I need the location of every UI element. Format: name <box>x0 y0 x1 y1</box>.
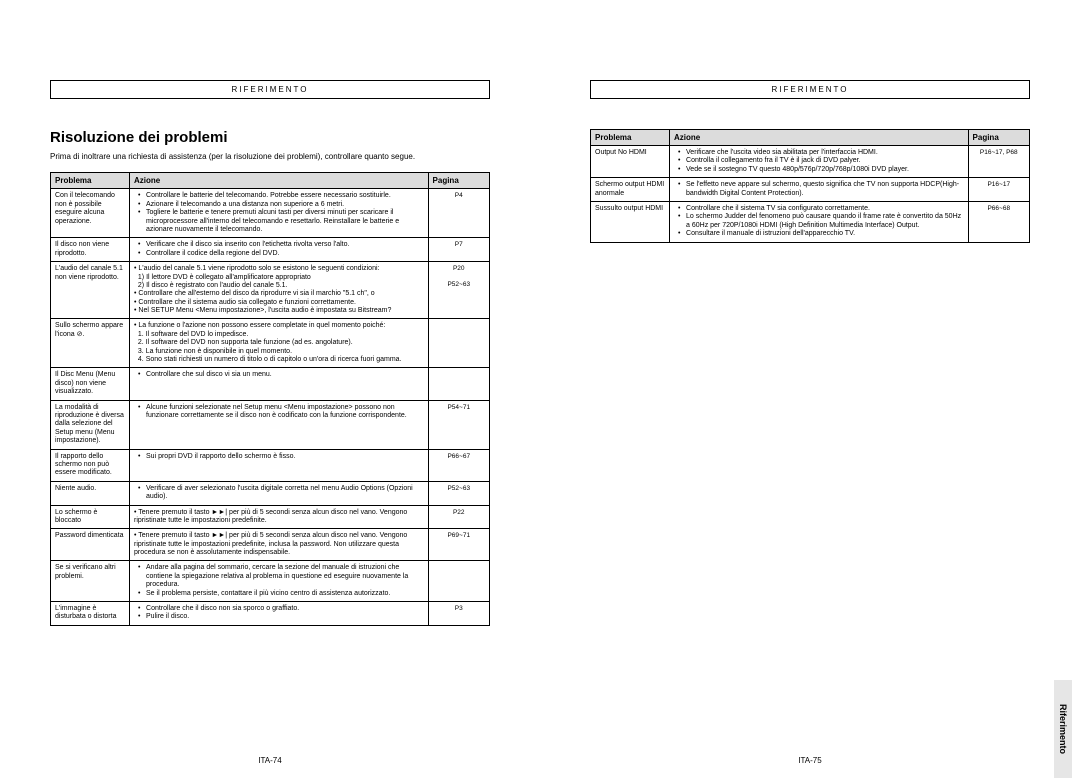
table-row: Password dimenticata• Tenere premuto il … <box>51 529 490 561</box>
cell-problema: Schermo output HDMI anormale <box>591 178 670 202</box>
header-box-left: RIFERIMENTO <box>50 80 490 99</box>
cell-pagina <box>428 319 489 368</box>
col-header-problema: Problema <box>51 173 130 189</box>
table-row: L'immagine è disturbata o distortaContro… <box>51 602 490 626</box>
cell-pagina: P22 <box>428 505 489 529</box>
cell-azione: • L'audio del canale 5.1 viene riprodott… <box>130 262 429 319</box>
cell-azione: • Tenere premuto il tasto ►►| per più di… <box>130 529 429 561</box>
table-row: L'audio del canale 5.1 non viene riprodo… <box>51 262 490 319</box>
cell-azione: Controllare le batterie del telecomando.… <box>130 189 429 238</box>
cell-problema: Con il telecomando non è possibile esegu… <box>51 189 130 238</box>
cell-pagina: P66~67 <box>428 449 489 481</box>
table-row: Lo schermo è bloccato• Tenere premuto il… <box>51 505 490 529</box>
cell-azione: • La funzione o l'azione non possono ess… <box>130 319 429 368</box>
cell-pagina: P16~17, P68 <box>968 146 1029 178</box>
table-row: Sullo schermo appare l'icona ⊘.• La funz… <box>51 319 490 368</box>
cell-problema: Password dimenticata <box>51 529 130 561</box>
cell-pagina: P66~68 <box>968 201 1029 242</box>
cell-problema: L'audio del canale 5.1 non viene riprodo… <box>51 262 130 319</box>
col-header-problema: Problema <box>591 130 670 146</box>
table-row: Il rapporto dello schermo non può essere… <box>51 449 490 481</box>
cell-pagina: P54~71 <box>428 400 489 449</box>
table-row: Output No HDMIVerificare che l'uscita vi… <box>591 146 1030 178</box>
cell-azione: Andare alla pagina del sommario, cercare… <box>130 561 429 602</box>
table-row: Schermo output HDMI anormaleSe l'effetto… <box>591 178 1030 202</box>
cell-pagina: P3 <box>428 602 489 626</box>
page-left: RIFERIMENTO Risoluzione dei problemi Pri… <box>0 0 540 783</box>
page-right: RIFERIMENTO Problema Azione Pagina Outpu… <box>540 0 1080 783</box>
table-row: Con il telecomando non è possibile esegu… <box>51 189 490 238</box>
cell-problema: Lo schermo è bloccato <box>51 505 130 529</box>
side-tab: Riferimento <box>1054 680 1072 778</box>
cell-azione: • Tenere premuto il tasto ►►| per più di… <box>130 505 429 529</box>
col-header-azione: Azione <box>670 130 969 146</box>
cell-problema: Il Disc Menu (Menu disco) non viene visu… <box>51 368 130 400</box>
col-header-pagina: Pagina <box>428 173 489 189</box>
cell-pagina: P16~17 <box>968 178 1029 202</box>
cell-pagina <box>428 368 489 400</box>
cell-problema: Il disco non viene riprodotto. <box>51 238 130 262</box>
cell-azione: Controllare che il disco non sia sporco … <box>130 602 429 626</box>
cell-pagina: P7 <box>428 238 489 262</box>
cell-problema: La modalità di riproduzione è diversa da… <box>51 400 130 449</box>
cell-problema: Sullo schermo appare l'icona ⊘. <box>51 319 130 368</box>
page-title: Risoluzione dei problemi <box>50 129 490 146</box>
cell-problema: Niente audio. <box>51 481 130 505</box>
cell-pagina: P52~63 <box>428 481 489 505</box>
table-row: Niente audio.Verificare di aver selezion… <box>51 481 490 505</box>
cell-azione: Alcune funzioni selezionate nel Setup me… <box>130 400 429 449</box>
cell-problema: Output No HDMI <box>591 146 670 178</box>
page-footer-right: ITA-75 <box>590 756 1030 765</box>
page-footer-left: ITA-74 <box>50 756 490 765</box>
cell-azione: Verificare che l'uscita video sia abilit… <box>670 146 969 178</box>
table-row: Se si verificano altri problemi.Andare a… <box>51 561 490 602</box>
table-row: La modalità di riproduzione è diversa da… <box>51 400 490 449</box>
cell-problema: Se si verificano altri problemi. <box>51 561 130 602</box>
cell-problema: Il rapporto dello schermo non può essere… <box>51 449 130 481</box>
troubleshoot-table-left: Problema Azione Pagina Con il telecomand… <box>50 172 490 625</box>
cell-azione: Controllare che sul disco vi sia un menu… <box>130 368 429 400</box>
cell-azione: Verificare che il disco sia inserito con… <box>130 238 429 262</box>
cell-problema: Sussulto output HDMI <box>591 201 670 242</box>
cell-pagina: P69~71 <box>428 529 489 561</box>
cell-problema: L'immagine è disturbata o distorta <box>51 602 130 626</box>
col-header-pagina: Pagina <box>968 130 1029 146</box>
cell-azione: Verificare di aver selezionato l'uscita … <box>130 481 429 505</box>
cell-pagina <box>428 561 489 602</box>
table-row: Sussulto output HDMIControllare che il s… <box>591 201 1030 242</box>
col-header-azione: Azione <box>130 173 429 189</box>
cell-pagina: P4 <box>428 189 489 238</box>
cell-azione: Controllare che il sistema TV sia config… <box>670 201 969 242</box>
troubleshoot-table-right: Problema Azione Pagina Output No HDMIVer… <box>590 129 1030 243</box>
header-box-right: RIFERIMENTO <box>590 80 1030 99</box>
table-row: Il Disc Menu (Menu disco) non viene visu… <box>51 368 490 400</box>
cell-pagina: P20P52~63 <box>428 262 489 319</box>
intro-text: Prima di inoltrare una richiesta di assi… <box>50 152 490 162</box>
cell-azione: Se l'effetto neve appare sul schermo, qu… <box>670 178 969 202</box>
table-row: Il disco non viene riprodotto.Verificare… <box>51 238 490 262</box>
cell-azione: Sui propri DVD il rapporto dello schermo… <box>130 449 429 481</box>
